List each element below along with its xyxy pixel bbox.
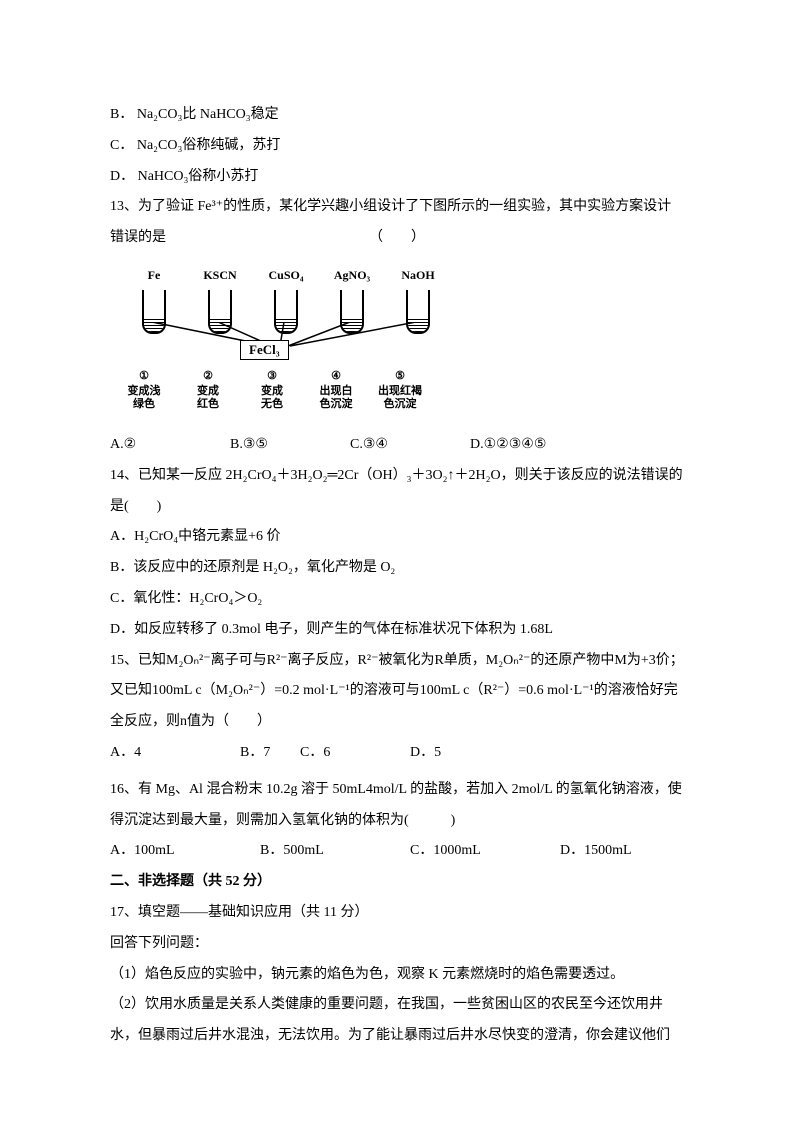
result-3: ③ 变成 无色: [246, 370, 298, 412]
q15-option-c: C．6: [300, 738, 410, 769]
result-num: ⑤: [395, 370, 405, 384]
result-text: 无色: [261, 398, 283, 412]
q14-option-a: A．H₂CrO₄中铬元素显+6 价: [110, 522, 684, 553]
result-4: ④ 出现白 色沉淀: [310, 370, 362, 412]
q14-option-d: D．如反应转移了 0.3mol 电子，则产生的气体在标准状况下体积为 1.68L: [110, 615, 684, 646]
result-num: ④: [331, 370, 341, 384]
q13-stem: 13、为了验证 Fe³⁺的性质，某化学兴趣小组设计了下图所示的一组实验，其中实验…: [110, 192, 684, 254]
result-num: ③: [267, 370, 277, 384]
q16-options: A．100mL B．500mL C．1000mL D．1500mL: [110, 836, 684, 867]
q15-stem-2: 又已知100mL c（M₂Oₙ²⁻）=0.2 mol·L⁻¹的溶液可与100mL…: [110, 676, 684, 738]
result-row: ① 变成浅 绿色 ② 变成 红色 ③ 变成 无色 ④ 出现白 色沉淀 ⑤ 出现红…: [118, 370, 426, 412]
q13-option-a: A.②: [110, 430, 230, 461]
q16-option-c: C．1000mL: [410, 836, 560, 867]
fecl3-label: FeCl₃: [240, 340, 289, 360]
q16-option-d: D．1500mL: [560, 836, 632, 867]
result-text: 红色: [197, 398, 219, 412]
reagent-label: NaOH: [401, 262, 434, 288]
q12-option-c: C． Na₂CO₃俗称纯碱，苏打: [110, 131, 684, 162]
result-text: 变成: [197, 385, 219, 399]
result-num: ①: [139, 370, 149, 384]
q13-option-c: C.③④: [350, 430, 470, 461]
result-num: ②: [203, 370, 213, 384]
q15-option-b: B．7: [240, 738, 300, 769]
q15-options: A．4 B．7 C．6 D．5: [110, 738, 684, 769]
q15-option-a: A．4: [110, 738, 240, 769]
reagent-label: CuSO₄: [269, 262, 304, 288]
section-2-header: 二、非选择题（共 52 分）: [110, 867, 684, 898]
q17-prompt: 回答下列问题：: [110, 929, 684, 960]
result-text: 绿色: [133, 398, 155, 412]
q13-option-b: B.③⑤: [230, 430, 350, 461]
q13-diagram: Fe KSCN CuSO₄ AgNO₃ NaOH FeCl₃ ① 变成浅 绿色: [110, 262, 450, 422]
q16-option-a: A．100mL: [110, 836, 260, 867]
q14-stem: 14、已知某一反应 2H₂CrO₄＋3H₂O₂═2Cr（OH）₃＋3O₂↑＋2H…: [110, 461, 684, 523]
result-text: 出现白: [320, 385, 353, 399]
q12-option-b: B． Na₂CO₃比 NaHCO₃稳定: [110, 100, 684, 131]
result-text: 出现红褐: [378, 385, 422, 399]
q17-sub-2: （2）饮用水质量是关系人类健康的重要问题，在我国，一些贫困山区的农民至今还饮用井…: [110, 990, 684, 1052]
result-5: ⑤ 出现红褐 色沉淀: [374, 370, 426, 412]
q15-option-d: D．5: [410, 738, 441, 769]
result-1: ① 变成浅 绿色: [118, 370, 170, 412]
q14-option-c: C．氧化性：H₂CrO₄＞O₂: [110, 584, 684, 615]
q15-stem-1: 15、已知M₂Oₙ²⁻离子可与R²⁻离子反应，R²⁻被氧化为R单质，M₂Oₙ²⁻…: [110, 646, 684, 677]
q14-option-b: B．该反应中的还原剂是 H₂O₂，氧化产物是 O₂: [110, 553, 684, 584]
q13-options: A.② B.③⑤ C.③④ D.①②③④⑤: [110, 430, 684, 461]
reagent-label: Fe: [148, 262, 161, 288]
result-text: 色沉淀: [320, 398, 353, 412]
q16-stem: 16、有 Mg、Al 混合粉末 10.2g 溶于 50mL4mol/L 的盐酸，…: [110, 775, 684, 837]
result-text: 变成浅: [128, 385, 161, 399]
q13-option-d: D.①②③④⑤: [470, 430, 546, 461]
q16-option-b: B．500mL: [260, 836, 410, 867]
reagent-label: KSCN: [203, 262, 236, 288]
q17-title: 17、填空题——基础知识应用（共 11 分）: [110, 898, 684, 929]
result-text: 变成: [261, 385, 283, 399]
q17-sub-1: （1）焰色反应的实验中，钠元素的焰色为色，观察 K 元素燃烧时的焰色需要透过。: [110, 960, 684, 991]
q12-option-d: D． NaHCO₃俗称小苏打: [110, 162, 684, 193]
result-text: 色沉淀: [384, 398, 417, 412]
reagent-label: AgNO₃: [334, 262, 370, 288]
result-2: ② 变成 红色: [182, 370, 234, 412]
